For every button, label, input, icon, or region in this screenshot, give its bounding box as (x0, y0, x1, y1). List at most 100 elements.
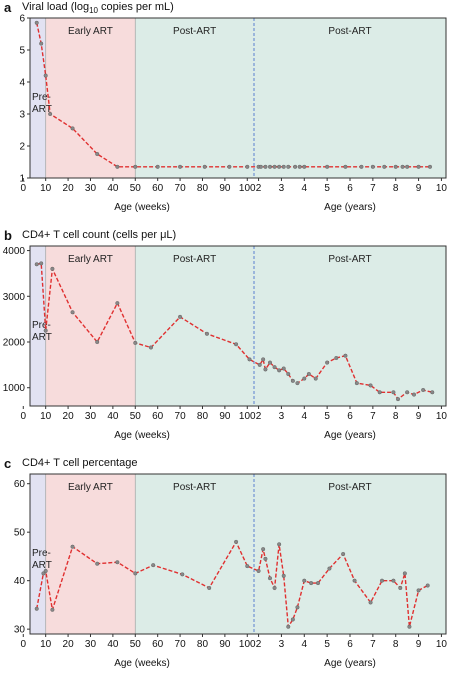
data-point (115, 560, 120, 565)
data-point (416, 588, 421, 593)
data-point (334, 355, 339, 360)
x-tick-label-years: 3 (279, 411, 285, 422)
x-tick-label-years: 4 (302, 411, 308, 422)
data-point (354, 381, 359, 386)
data-point (268, 360, 273, 365)
data-point (398, 585, 403, 590)
data-point (293, 164, 298, 169)
title-part: Viral load (log (22, 1, 90, 13)
data-point (391, 578, 396, 583)
band-label-post-art: Post-ART (173, 254, 216, 265)
y-tick-label: 1 (19, 174, 25, 185)
data-point (234, 539, 239, 544)
band-pre-art (30, 246, 46, 406)
data-point (151, 563, 156, 568)
data-point (34, 262, 39, 267)
band-label-post-art: Post-ART (173, 26, 216, 37)
data-point (50, 607, 55, 612)
data-point (155, 164, 160, 169)
x-tick-label-weeks: 20 (63, 639, 75, 650)
data-point (148, 345, 153, 350)
panel-a: a Viral load (log10 copies per mL) Pre- A… (0, 0, 451, 228)
x-axis-title-years: Age (years) (324, 430, 376, 441)
x-tick-label-weeks: 20 (63, 411, 75, 422)
x-tick-label-weeks: 70 (175, 183, 187, 194)
x-tick-label-years: 4 (302, 183, 308, 194)
band-early-art (45, 18, 136, 178)
data-point (115, 164, 120, 169)
data-point (43, 568, 48, 573)
panel-letter: b (4, 228, 12, 243)
data-point (263, 164, 268, 169)
data-point (325, 360, 330, 365)
data-point (407, 624, 412, 629)
y-tick-label: 3 (19, 110, 25, 121)
x-tick-label-weeks: 80 (197, 639, 209, 650)
y-tick-label: 30 (14, 625, 26, 636)
x-tick-label-years: 5 (324, 639, 330, 650)
data-point (316, 581, 321, 586)
data-point (245, 164, 250, 169)
data-point (234, 342, 239, 347)
data-point (43, 328, 48, 333)
y-tick-label: 4 (19, 78, 25, 89)
x-tick-label-years: 3 (279, 639, 285, 650)
x-tick-label-weeks: 40 (107, 411, 119, 422)
data-point (313, 376, 318, 381)
x-tick-label-weeks: 90 (219, 411, 231, 422)
data-point (258, 164, 263, 169)
data-point (400, 164, 405, 169)
data-point (327, 566, 332, 571)
data-point (281, 366, 286, 371)
data-point (402, 571, 407, 576)
x-tick-label-years: 10 (436, 183, 448, 194)
x-tick-label-weeks: 100 (239, 183, 256, 194)
x-tick-label-years: 7 (370, 183, 376, 194)
x-tick-label-weeks: 30 (85, 639, 97, 650)
band-label-post-art: Post-ART (328, 482, 371, 493)
x-tick-label-years: 2 (256, 639, 262, 650)
band-label-pre-art-line1: Pre- (32, 548, 51, 559)
panel-title: CD4+ T cell percentage (22, 457, 138, 469)
title-part: copies per mL) (97, 1, 174, 13)
data-point (95, 561, 100, 566)
data-point (412, 392, 417, 397)
x-tick-label-years: 4 (302, 639, 308, 650)
data-point (261, 547, 266, 552)
data-point (341, 551, 346, 556)
x-tick-label-weeks: 80 (197, 411, 209, 422)
data-point (297, 164, 302, 169)
data-point (368, 600, 373, 605)
data-point (268, 164, 273, 169)
panel-letter: c (4, 456, 12, 471)
data-point (202, 164, 207, 169)
data-point (95, 151, 100, 156)
data-point (133, 571, 138, 576)
data-point (421, 387, 426, 392)
panel-title: Viral load (log10 copies per mL) (22, 1, 174, 15)
x-tick-label-weeks: 0 (20, 639, 26, 650)
band-pre-art (30, 18, 46, 178)
data-point (359, 164, 364, 169)
data-point (272, 585, 277, 590)
x-tick-label-weeks: 70 (175, 639, 187, 650)
x-axis-title-weeks: Age (weeks) (114, 202, 170, 213)
x-tick-label-years: 7 (370, 411, 376, 422)
data-point (295, 605, 300, 610)
x-tick-label-weeks: 100 (239, 639, 256, 650)
data-point (180, 572, 185, 577)
data-point (115, 301, 120, 306)
band-post-art (135, 246, 446, 406)
x-tick-label-weeks: 50 (130, 183, 142, 194)
data-point (95, 339, 100, 344)
band-label-pre-art-line2: ART (32, 332, 52, 343)
data-point (39, 41, 44, 46)
y-tick-label: 5 (19, 46, 25, 57)
data-point (227, 164, 232, 169)
data-point (281, 164, 286, 169)
data-point (290, 617, 295, 622)
x-tick-label-years: 6 (347, 411, 353, 422)
data-point (302, 578, 307, 583)
